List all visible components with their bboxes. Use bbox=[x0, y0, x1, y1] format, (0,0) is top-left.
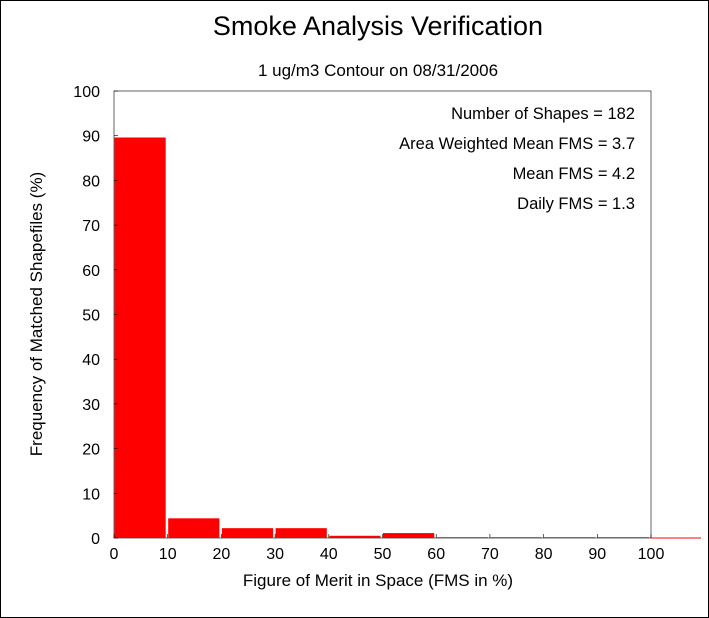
stat-line: Mean FMS = 4.2 bbox=[513, 165, 635, 183]
y-tick-label: 30 bbox=[82, 397, 100, 414]
x-axis: 0 10 20 30 40 50 60 70 80 90 100 bbox=[110, 534, 665, 563]
y-tick-label: 60 bbox=[82, 263, 100, 280]
histogram-bar-8 bbox=[544, 537, 596, 538]
plot-area bbox=[113, 90, 652, 539]
x-tick-label: 0 bbox=[110, 546, 119, 563]
x-axis-label: Figure of Merit in Space (FMS in %) bbox=[243, 571, 513, 590]
x-tick-label: 70 bbox=[481, 546, 499, 563]
x-tick-label: 10 bbox=[159, 546, 177, 563]
stat-line: Area Weighted Mean FMS = 3.7 bbox=[399, 135, 635, 153]
histogram-bar-2 bbox=[221, 528, 274, 538]
x-tick-label: 60 bbox=[427, 546, 445, 563]
y-tick-label: 40 bbox=[82, 352, 100, 369]
stats-box: Number of Shapes = 182 Area Weighted Mean… bbox=[399, 105, 635, 213]
y-axis-label: Frequency of Matched Shapefiles (%) bbox=[27, 172, 46, 456]
x-tick-label: 50 bbox=[374, 546, 392, 563]
histogram-bar-0 bbox=[114, 137, 166, 538]
x-tick-label: 30 bbox=[266, 546, 284, 563]
bars-group bbox=[114, 137, 701, 539]
y-tick-label: 80 bbox=[82, 173, 100, 190]
histogram-bar-5 bbox=[383, 533, 435, 538]
histogram-bar-9 bbox=[597, 537, 649, 538]
y-tick-label: 20 bbox=[82, 442, 100, 459]
y-tick-label: 0 bbox=[91, 531, 100, 548]
y-tick-label: 50 bbox=[82, 308, 100, 325]
histogram-bar-7 bbox=[490, 537, 542, 538]
x-tick-label: 90 bbox=[588, 546, 606, 563]
stat-line: Number of Shapes = 182 bbox=[451, 105, 635, 123]
stat-line: Daily FMS = 1.3 bbox=[517, 195, 635, 213]
chart-subtitle: 1 ug/m3 Contour on 08/31/2006 bbox=[258, 61, 498, 80]
y-tick-label: 10 bbox=[82, 486, 100, 503]
histogram-bar-6 bbox=[436, 537, 488, 538]
y-tick-label: 100 bbox=[73, 84, 100, 101]
x-tick-label: 20 bbox=[213, 546, 231, 563]
y-tick-label: 90 bbox=[82, 129, 100, 146]
x-tick-label: 40 bbox=[320, 546, 338, 563]
y-tick-label: 70 bbox=[82, 218, 100, 235]
histogram-bar-1 bbox=[168, 518, 220, 538]
x-tick-label: 80 bbox=[535, 546, 553, 563]
histogram-bar-4 bbox=[329, 535, 381, 538]
histogram-bar-3 bbox=[275, 528, 327, 538]
y-axis: 0 10 20 30 40 50 60 70 80 90 100 bbox=[73, 84, 118, 548]
chart-title: Smoke Analysis Verification bbox=[213, 11, 543, 41]
x-tick-label: 100 bbox=[638, 546, 665, 563]
